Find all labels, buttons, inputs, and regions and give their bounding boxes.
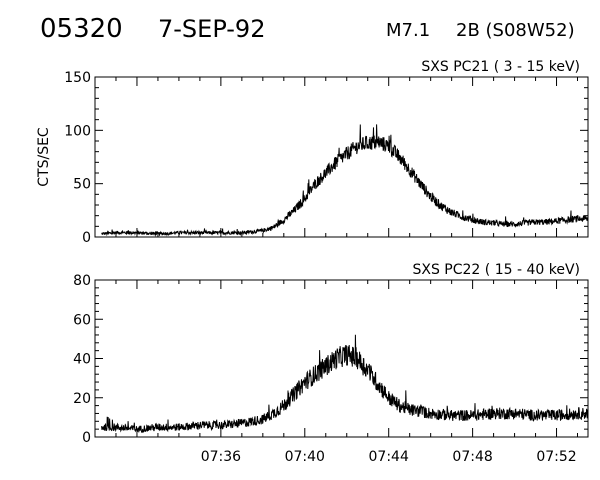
x-tick-label: 07:44 [369,449,409,465]
x-tick-label: 07:40 [285,449,325,465]
y-tick-label: 20 [73,391,91,407]
y-tick-label: 40 [73,352,91,368]
lightcurve-series [100,334,589,434]
y-tick-label: 50 [73,177,91,193]
channel-label: SXS PC22 ( 15 - 40 keV) [412,262,580,278]
chart-header: 05320 7-SEP-92 M7.1 2B (S08W52) [0,0,600,60]
panel-2: 0 20 40 60 80 07:36 07:40 07:44 07:48 07:52 SXS PC… [73,262,589,465]
y-tick-label: 0 [82,430,91,446]
event-id: 05320 [40,14,123,44]
x-tick-label: 07:48 [452,449,492,465]
y-tick-label: 60 [73,312,91,328]
lightcurve-series [101,124,589,237]
x-tick-label: 07:52 [536,449,576,465]
flare-class: M7.1 [386,20,431,41]
x-tick-label: 07:36 [201,449,241,465]
panel-1: 0 50 100 150 SXS PC21 ( 3 - 15 keV) CTS/SEC [36,59,589,246]
event-date: 7-SEP-92 [158,15,266,43]
flare-location: 2B (S08W52) [456,20,575,41]
y-tick-label: 0 [82,230,91,246]
channel-label: SXS PC21 ( 3 - 15 keV) [421,59,580,75]
y-axis-label: CTS/SEC [36,127,52,187]
y-tick-label: 150 [64,70,91,86]
plot-frame [94,76,589,238]
y-tick-label: 80 [73,273,91,289]
y-tick-label: 100 [64,123,91,139]
